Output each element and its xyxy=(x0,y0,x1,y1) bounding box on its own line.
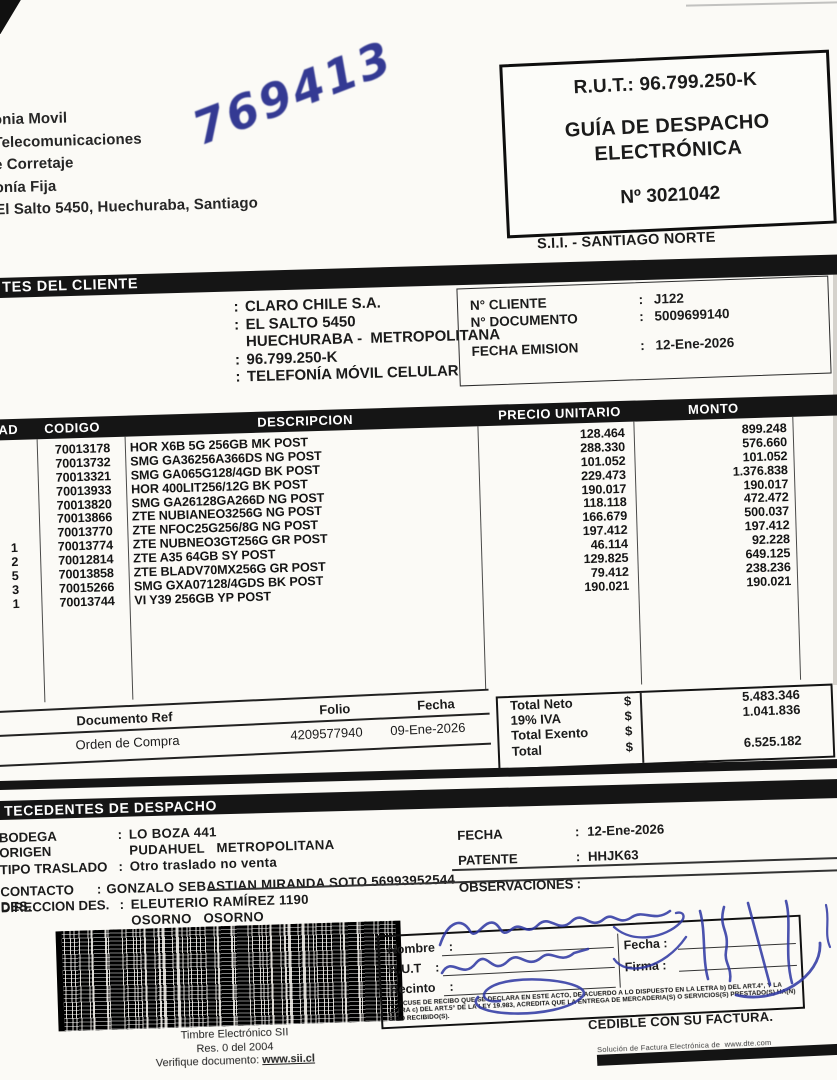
cell-cantidad: 5 xyxy=(11,568,19,584)
issuer-rut: R.U.T.: 96.799.250-K xyxy=(573,68,758,99)
currency-sign: $ xyxy=(624,708,633,724)
field-separator: : xyxy=(118,858,124,875)
handwritten-signature xyxy=(438,899,832,1015)
stamp-line3-prefix: Verifique documento: xyxy=(155,1054,263,1070)
cell-cantidad xyxy=(0,513,17,514)
dispatch-right-fields: FECHA : 12-Ene-2026 PATENTE : HHJK63 OBS… xyxy=(457,816,837,894)
ref-header-fecha: Fecha xyxy=(416,696,456,713)
field-separator: : xyxy=(575,849,581,865)
ref-value-folio: 4209577940 xyxy=(290,724,363,743)
field-separator: : xyxy=(639,337,646,354)
cell-cantidad: 1 xyxy=(10,541,19,556)
header-monto: MONTO xyxy=(687,400,739,417)
cell-cantidad xyxy=(0,458,15,459)
meta-value: 5009699140 xyxy=(654,306,730,324)
currency-sign: $ xyxy=(625,738,634,755)
cell-cantidad xyxy=(0,472,16,473)
dispatch-value: Otro traslado no venta xyxy=(129,854,278,874)
field-separator: : xyxy=(96,881,102,897)
items-table: AD CODIGO DESCRIPCION PRECIO UNITARIO MO… xyxy=(0,379,837,717)
field-separator: : xyxy=(117,826,123,843)
document-type-title: GUÍA DE DESPACHO ELECTRÓNICA xyxy=(505,107,831,172)
field-separator: : xyxy=(574,824,580,840)
totals-box: Total Neto $ 5.483.346 19% IVA $ 1.041.8… xyxy=(495,683,836,771)
client-section-title: TES DEL CLIENTE xyxy=(1,276,139,296)
currency-sign: $ xyxy=(623,693,632,709)
field-separator: : xyxy=(638,292,644,308)
header-cantidad: AD xyxy=(0,421,19,438)
dispatch-field-row: FECHA : 12-Ene-2026 xyxy=(457,816,836,843)
rut-box: R.U.T.: 96.799.250-K GUÍA DE DESPACHO EL… xyxy=(499,49,837,239)
cell-cantidad: 3 xyxy=(11,582,20,598)
rule xyxy=(0,742,491,767)
currency-sign: $ xyxy=(624,723,633,739)
cell-cantidad: 1 xyxy=(12,596,20,611)
scan-artifact-edge xyxy=(833,255,837,685)
total-label: Total xyxy=(511,742,543,759)
client-meta-box: N° CLIENTE : J122 N° DOCUMENTO : 5009699… xyxy=(456,275,832,387)
sii-pdf417-barcode xyxy=(55,920,404,1032)
cell-cantidad xyxy=(0,486,16,487)
dispatch-label: FECHA xyxy=(457,826,503,843)
handwritten-folio-number: 769413 xyxy=(185,30,401,156)
header-descripcion: DESCRIPCION xyxy=(256,411,354,430)
sii-stamp-caption: Timbre Electrónico SII Res. 0 del 2004 V… xyxy=(99,1024,370,1073)
cell-cantidad xyxy=(0,527,17,528)
document-number: Nº 3021042 xyxy=(619,182,721,209)
ref-value-fecha: 09-Ene-2026 xyxy=(389,719,466,739)
meta-value: J122 xyxy=(653,290,685,307)
meta-label: FECHA EMISION xyxy=(471,340,579,360)
ref-value-documento: Orden de Compra xyxy=(75,732,180,753)
receipt-label: R.U.T xyxy=(388,961,422,977)
dispatch-left-fields: BODEGA ORIGEN : LO BOZA 441 PUDAHUEL MET… xyxy=(0,818,456,933)
dispatch-value: HHJK63 xyxy=(587,847,639,864)
total-label: 19% IVA xyxy=(510,711,562,729)
field-separator xyxy=(111,843,129,859)
ref-header-folio: Folio xyxy=(318,700,351,718)
cell-cantidad: 2 xyxy=(11,555,19,570)
field-separator: : xyxy=(119,896,125,913)
scan-artifact-line xyxy=(685,1,837,7)
field-separator: : xyxy=(234,350,241,369)
field-separator: : xyxy=(235,368,241,386)
client-meta-row: FECHA EMISION : 12-Ene-2026 xyxy=(471,332,817,361)
dispatch-section-title: TECEDENTES DE DESPACHO xyxy=(3,797,218,819)
sii-url: www.sii.cl xyxy=(262,1052,316,1067)
dispatch-value: 12-Ene-2026 xyxy=(586,821,665,839)
field-separator xyxy=(113,913,131,929)
field-separator xyxy=(228,346,246,347)
client-field-value: 96.799.250-K xyxy=(246,348,338,368)
field-separator: : xyxy=(233,315,240,334)
scan-artifact-corner xyxy=(0,0,22,34)
header-codigo: CODIGO xyxy=(44,419,101,437)
field-separator: : xyxy=(638,309,645,325)
items-table-body: 70013178 HOR X6B 5G 256GB MK POST 128.46… xyxy=(0,419,837,612)
field-separator: : xyxy=(233,298,239,316)
meta-value: 12-Ene-2026 xyxy=(655,334,735,353)
cell-cantidad xyxy=(0,500,16,501)
cell-descripcion: VI Y39 256GB YP POST xyxy=(134,589,272,608)
cell-cantidad xyxy=(0,444,15,445)
header-precio-unitario: PRECIO UNITARIO xyxy=(497,403,622,423)
cell-codigo: 70013744 xyxy=(59,593,115,610)
dispatch-label: TIPO TRASLADO xyxy=(0,859,108,878)
